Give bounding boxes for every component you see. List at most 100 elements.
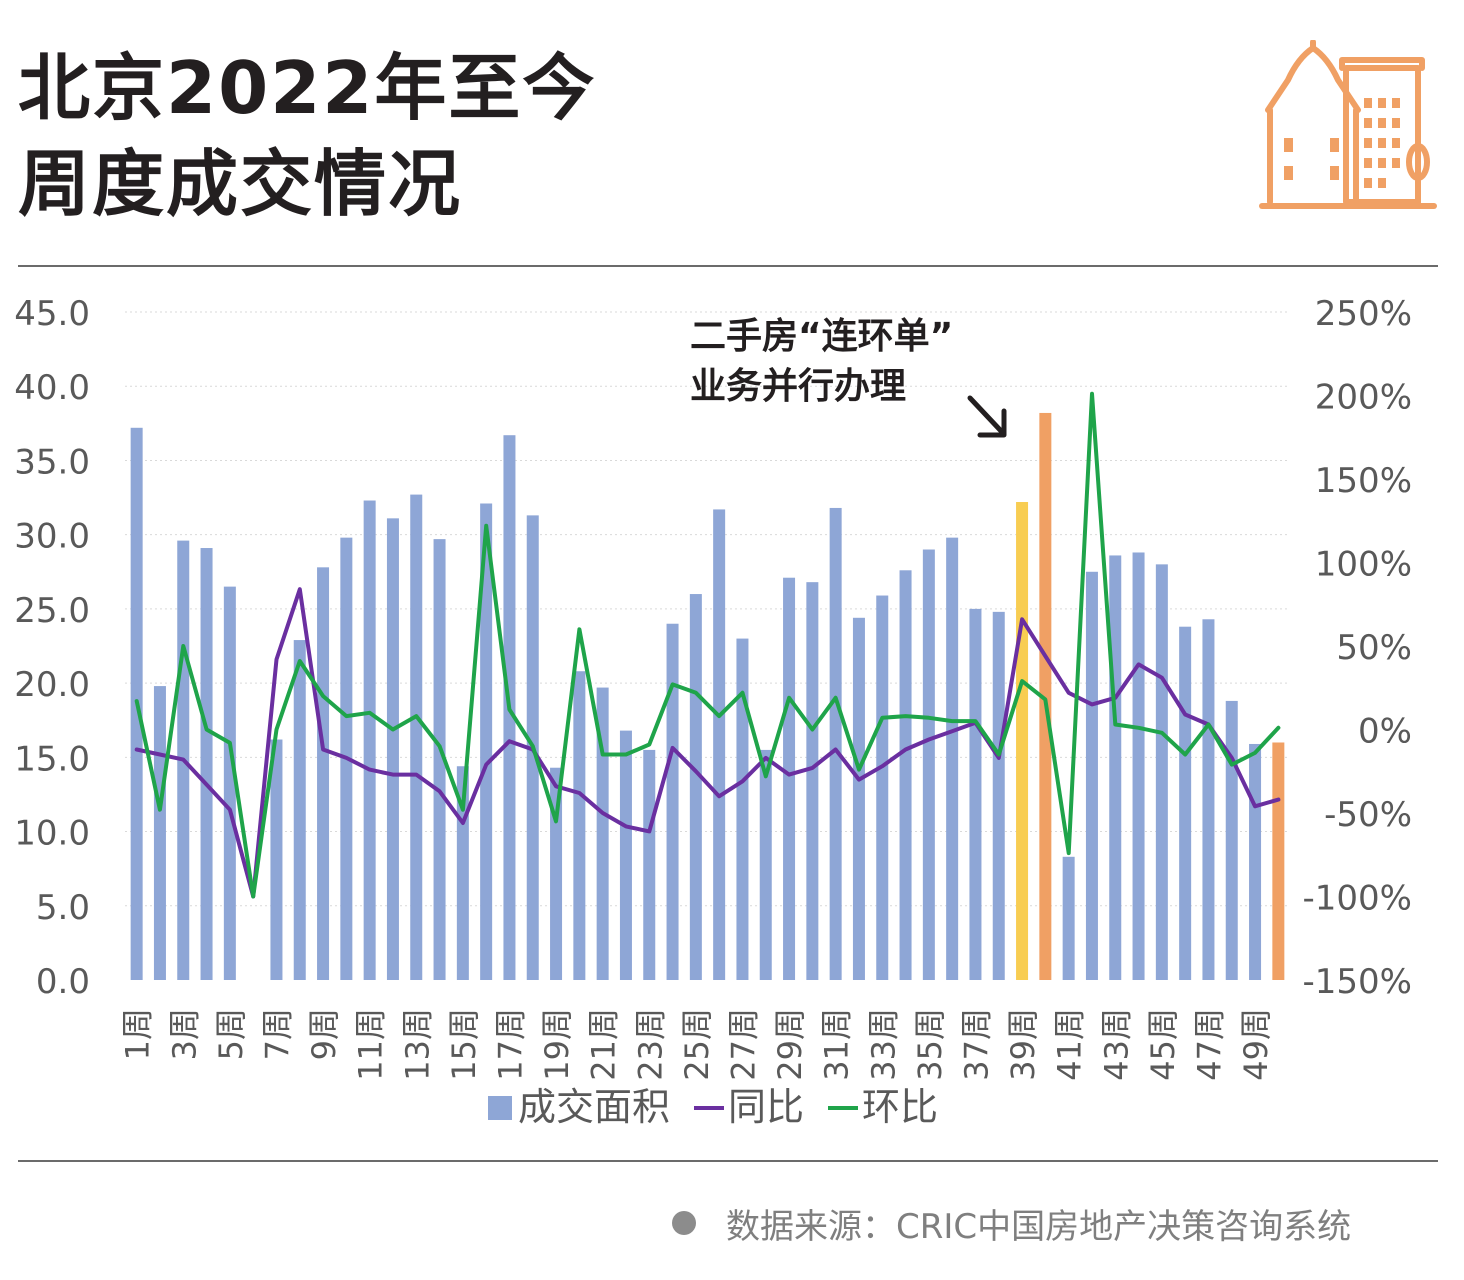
legend-label-成交面积: 成交面积 bbox=[518, 1085, 670, 1129]
x-tick-label: 5周 bbox=[212, 1008, 250, 1060]
title-line-1: 北京2022年至今 bbox=[18, 46, 597, 130]
bar-36周 bbox=[946, 537, 959, 980]
bar-43周 bbox=[1109, 555, 1122, 980]
bar-9周 bbox=[317, 567, 330, 980]
x-tick-label: 13周 bbox=[398, 1008, 436, 1081]
y-left-tick-label: 20.0 bbox=[14, 665, 90, 705]
source-text: 数据来源：CRIC中国房地产决策咨询系统 bbox=[726, 1206, 1352, 1247]
bar-7周 bbox=[270, 739, 283, 980]
x-tick-label: 27周 bbox=[724, 1008, 762, 1081]
y-left-tick-label: 0.0 bbox=[36, 962, 90, 1002]
y-left-tick-label: 25.0 bbox=[14, 591, 90, 631]
bar-28周 bbox=[759, 749, 772, 980]
bar-40周 bbox=[1039, 412, 1052, 980]
bar-2周 bbox=[153, 686, 166, 980]
x-tick-label: 33周 bbox=[864, 1008, 902, 1081]
bar-47周 bbox=[1202, 619, 1215, 980]
bar-31周 bbox=[829, 507, 842, 980]
bar-38周 bbox=[992, 611, 1005, 980]
right-axis-ticks: -150% -100% -50% 0% 50% 100% 150% 200% 250% bbox=[1303, 294, 1412, 1002]
bar-35周 bbox=[922, 549, 935, 980]
bar-24周 bbox=[666, 623, 679, 980]
annotation: 二手房“连环单” 业务并行办理 bbox=[690, 316, 1007, 438]
x-tick-label: 29周 bbox=[771, 1008, 809, 1081]
x-tick-label: 9周 bbox=[305, 1008, 343, 1060]
bar-41周 bbox=[1062, 856, 1075, 980]
bar-12周 bbox=[386, 518, 399, 980]
x-tick-label: 11周 bbox=[352, 1008, 390, 1081]
x-tick-label: 23周 bbox=[631, 1008, 669, 1081]
left-axis-ticks: 0.0 5.0 10.0 15.0 20.0 25.0 30.0 35.0 40.0 45.0 bbox=[14, 294, 90, 1002]
bar-27周 bbox=[736, 638, 749, 980]
bar-50周 bbox=[1272, 742, 1285, 980]
x-tick-label: 15周 bbox=[445, 1008, 483, 1081]
top-divider bbox=[18, 265, 1438, 267]
bar-4周 bbox=[200, 548, 213, 980]
bar-14周 bbox=[433, 539, 446, 980]
x-tick-label: 41周 bbox=[1051, 1008, 1089, 1081]
x-tick-label: 35周 bbox=[911, 1008, 949, 1081]
bar-37周 bbox=[969, 608, 982, 980]
line-同比 bbox=[134, 587, 1281, 899]
bar-5周 bbox=[223, 586, 236, 980]
bar-8周 bbox=[293, 640, 306, 980]
bullet-icon bbox=[672, 1211, 696, 1235]
line-环比 bbox=[134, 391, 1281, 899]
legend: 成交面积 同比 环比 bbox=[488, 1085, 938, 1129]
x-tick-label: 19周 bbox=[538, 1008, 576, 1081]
legend-label-环比: 环比 bbox=[862, 1085, 938, 1129]
y-right-tick-label: 200% bbox=[1315, 378, 1412, 418]
x-tick-label: 37周 bbox=[957, 1008, 995, 1081]
y-right-tick-label: -50% bbox=[1324, 795, 1412, 835]
y-right-tick-label: -100% bbox=[1303, 879, 1412, 919]
y-left-tick-label: 45.0 bbox=[14, 294, 90, 334]
bar-19周 bbox=[550, 767, 563, 980]
bar-33周 bbox=[876, 595, 889, 980]
bar-48周 bbox=[1225, 700, 1238, 980]
legend-swatch-成交面积 bbox=[488, 1096, 512, 1120]
x-tick-label: 47周 bbox=[1190, 1008, 1228, 1081]
y-right-tick-label: 250% bbox=[1315, 294, 1412, 334]
y-right-tick-label: -150% bbox=[1303, 962, 1412, 1002]
page-title: 北京2022年至今 周度成交情况 bbox=[18, 40, 596, 232]
weekly-transactions-chart: 0.0 5.0 10.0 15.0 20.0 25.0 30.0 35.0 40.0 45.0 -… bbox=[14, 294, 1412, 1129]
x-tick-label: 31周 bbox=[818, 1008, 856, 1081]
bar-13周 bbox=[410, 494, 423, 980]
bar-32周 bbox=[852, 617, 865, 980]
x-axis-ticks: 1周 3周 5周 7周 9周 11周 13周 15周 17周 19周 21周 23周 25周 27周 29周… bbox=[119, 1008, 1275, 1081]
y-right-tick-label: 100% bbox=[1315, 545, 1412, 585]
city-buildings-icon bbox=[1259, 40, 1437, 209]
bar-46周 bbox=[1179, 626, 1192, 980]
bar-25周 bbox=[689, 594, 702, 980]
bar-45周 bbox=[1155, 564, 1168, 980]
bar-30周 bbox=[806, 582, 819, 980]
bar-42周 bbox=[1085, 571, 1098, 980]
bar-22周 bbox=[619, 730, 632, 980]
bar-23周 bbox=[643, 749, 656, 980]
y-left-tick-label: 15.0 bbox=[14, 739, 90, 779]
bar-34周 bbox=[899, 570, 912, 980]
y-left-tick-label: 35.0 bbox=[14, 442, 90, 482]
x-tick-label: 17周 bbox=[491, 1008, 529, 1081]
y-right-tick-label: 50% bbox=[1336, 628, 1412, 668]
source-note: 数据来源：CRIC中国房地产决策咨询系统 bbox=[672, 1198, 1351, 1248]
annotation-line-2: 业务并行办理 bbox=[690, 366, 906, 407]
y-left-tick-label: 5.0 bbox=[36, 888, 90, 928]
annotation-arrow-icon bbox=[967, 395, 1007, 438]
bar-26周 bbox=[713, 509, 726, 980]
bar-16周 bbox=[480, 503, 493, 980]
x-tick-label: 3周 bbox=[165, 1008, 203, 1060]
bar-11周 bbox=[363, 500, 376, 980]
x-tick-label: 45周 bbox=[1144, 1008, 1182, 1081]
y-right-tick-label: 0% bbox=[1358, 712, 1412, 752]
x-tick-label: 1周 bbox=[119, 1008, 157, 1060]
x-tick-label: 39周 bbox=[1004, 1008, 1042, 1081]
bar-21周 bbox=[596, 687, 609, 980]
title-line-2: 周度成交情况 bbox=[18, 142, 463, 226]
x-tick-label: 7周 bbox=[258, 1008, 296, 1060]
bar-20周 bbox=[573, 671, 586, 980]
bar-49周 bbox=[1249, 743, 1262, 980]
bar-29周 bbox=[783, 577, 796, 980]
x-tick-label: 43周 bbox=[1097, 1008, 1135, 1081]
x-tick-label: 21周 bbox=[585, 1008, 623, 1081]
